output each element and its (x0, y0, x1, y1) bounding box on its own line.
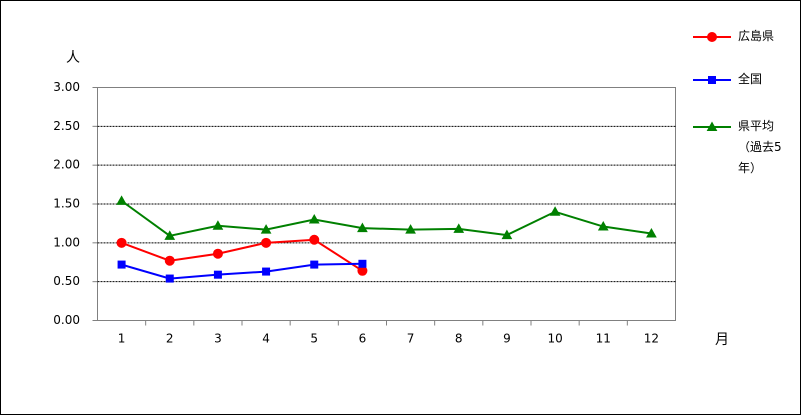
marker (261, 237, 272, 248)
x-tick-label: 8 (455, 332, 463, 346)
legend-label: 広島県 (738, 29, 775, 43)
marker (308, 214, 320, 224)
y-tick-label: 1.00 (53, 235, 80, 249)
marker (116, 195, 127, 205)
y-tick-label: 0.00 (53, 313, 80, 327)
legend-marker (706, 121, 718, 131)
marker (453, 223, 465, 233)
x-tick-label: 6 (359, 332, 367, 346)
y-axis-label: 人 (66, 50, 80, 66)
marker (309, 234, 320, 245)
marker (213, 270, 222, 279)
series-line (121, 238, 363, 272)
x-tick-label: 4 (262, 332, 270, 346)
x-tick-label: 1 (118, 332, 126, 346)
marker (165, 274, 174, 283)
legend-marker (708, 76, 716, 84)
marker (549, 206, 561, 216)
legend-label: 全国 (738, 72, 763, 86)
x-tick-label: 12 (644, 332, 659, 346)
y-tick-label: 1.50 (53, 197, 80, 211)
marker (358, 259, 367, 268)
y-tick-label: 2.00 (53, 158, 80, 172)
legend-marker (707, 32, 717, 42)
legend-label: 県平均（過去5年） (738, 119, 782, 175)
marker (646, 227, 657, 238)
marker (260, 224, 272, 234)
y-tick-label: 0.50 (53, 274, 80, 288)
marker (212, 220, 224, 230)
x-tick-label: 3 (214, 332, 222, 346)
series-line (120, 200, 652, 237)
marker (501, 229, 513, 240)
marker (164, 255, 175, 266)
x-tick-label: 7 (407, 332, 415, 346)
marker (262, 267, 271, 276)
marker (212, 248, 223, 259)
x-tick-label: 5 (310, 332, 318, 346)
x-tick-label: 2 (166, 332, 174, 346)
x-tick-label: 9 (503, 332, 511, 346)
marker (164, 230, 176, 240)
marker (117, 260, 126, 269)
x-tick-label: 11 (596, 332, 611, 346)
x-tick-label: 10 (547, 332, 562, 346)
y-tick-label: 2.50 (53, 119, 80, 133)
series-line (121, 262, 363, 280)
marker (405, 224, 416, 234)
marker (357, 222, 368, 233)
marker (597, 221, 609, 231)
marker (116, 237, 127, 248)
x-axis-label: 月 (715, 332, 729, 348)
marker (310, 260, 319, 269)
y-tick-label: 3.00 (53, 80, 80, 94)
